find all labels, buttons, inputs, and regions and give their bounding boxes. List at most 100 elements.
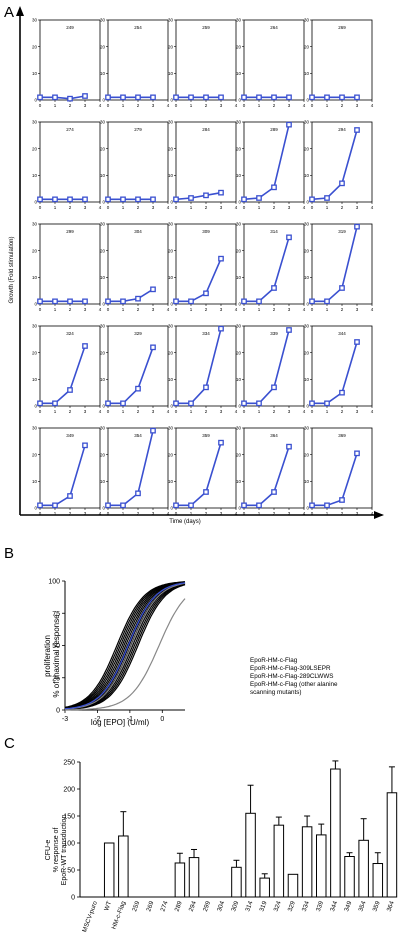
x-tick-label: 334: [301, 900, 311, 913]
y-tick-label: 10: [32, 71, 38, 76]
curve-289CLWWS: [64, 582, 186, 710]
y-tick-label: 10: [236, 377, 242, 382]
x-tick-label: 1: [326, 511, 329, 516]
series-line: [312, 341, 358, 405]
data-point: [339, 389, 345, 396]
data-point: [173, 298, 179, 305]
y-tick-label: 30: [100, 18, 106, 23]
y-tick-label: 10: [168, 275, 174, 280]
subplot-frame: [311, 223, 373, 305]
x-tick-label: 2: [341, 409, 344, 414]
y-tick-label: 20: [168, 44, 174, 49]
data-point: [203, 192, 209, 199]
x-tick-label: 0: [175, 205, 178, 210]
x-tick-label: 2: [137, 307, 140, 312]
y-tick-label: 30: [32, 18, 38, 23]
y-tick-label: 0: [34, 506, 37, 511]
y-tick-label: 20: [32, 350, 38, 355]
subplot-frame: [243, 223, 305, 305]
x-tick-label: 4: [99, 205, 102, 210]
y-tick-label: 0: [102, 506, 105, 511]
x-tick-label: 0: [107, 511, 110, 516]
bar-344: [330, 768, 341, 898]
x-tick-label: 2: [341, 511, 344, 516]
data-point: [241, 400, 247, 407]
x-tick-label: 1: [258, 511, 261, 516]
curve-309LSEPR: [65, 598, 186, 711]
data-point: [271, 94, 277, 101]
data-point: [188, 195, 194, 201]
data-point: [82, 298, 88, 305]
x-tick-label: 0: [311, 511, 314, 516]
y-tick-label: 10: [168, 173, 174, 178]
x-tick-label: 3: [84, 307, 87, 312]
data-point: [218, 94, 224, 101]
y-tick-label: 10: [168, 71, 174, 76]
x-tick-label: 2: [69, 205, 72, 210]
curve-other-mutant: [64, 581, 186, 709]
data-point: [188, 400, 194, 407]
x-tick-label: 3: [288, 511, 291, 516]
y-tick-label: 100: [63, 841, 75, 848]
subplot-334: 0 10 20 30 0 1 2 3 4 334: [168, 324, 238, 414]
subplot-264: 0 10 20 30 0 1 2 3 4 264: [236, 18, 306, 108]
subplot-354: 0 10 20 30 0 1 2 3 4 354: [100, 426, 170, 516]
panel-c-y-axis-label-line1: CFU-e: [45, 840, 52, 861]
data-point: [256, 502, 262, 509]
curve-epor-hm-c-flag: [64, 582, 186, 710]
x-tick-label: 1: [326, 307, 329, 312]
x-tick-label: 1: [326, 205, 329, 210]
y-tick-label: 30: [304, 324, 310, 329]
y-tick-label: 250: [63, 760, 75, 767]
subplot-309: 0 10 20 30 0 1 2 3 4 309: [168, 222, 238, 312]
x-tick-label: 2: [273, 205, 276, 210]
x-tick-label: 2: [273, 307, 276, 312]
subplot-324: 0 10 20 30 0 1 2 3 4 324: [32, 324, 102, 414]
y-tick-label: 30: [168, 120, 174, 125]
subplot-label: 259: [202, 25, 210, 30]
x-tick-label: 2: [137, 205, 140, 210]
x-tick-label: 3: [220, 409, 223, 414]
data-point: [120, 298, 126, 305]
x-tick-label: 1: [122, 307, 125, 312]
subplot-label: 249: [66, 25, 74, 30]
series-line: [175, 191, 222, 201]
subplot-359: 0 10 20 30 0 1 2 3 4 359: [168, 426, 238, 516]
x-tick-label: 0: [311, 409, 314, 414]
x-tick-label: 3: [220, 511, 223, 516]
y-tick-label: 0: [238, 98, 241, 103]
panel-a-y-axis-label: Growth (Fold stimulation): [9, 236, 15, 303]
x-tick-label: 0: [107, 307, 110, 312]
y-tick-label: 30: [236, 18, 242, 23]
subplot-label: 309: [202, 229, 210, 234]
data-point: [173, 400, 179, 407]
subplot-label: 284: [202, 127, 210, 132]
subplot-label: 354: [134, 433, 142, 438]
data-point: [120, 400, 126, 407]
x-tick-label: 299: [202, 900, 212, 913]
series-line: [244, 237, 290, 303]
series-line: [40, 95, 86, 100]
x-tick-label: 0: [175, 409, 178, 414]
x-tick-label: 1: [326, 409, 329, 414]
data-point: [271, 184, 277, 191]
x-tick-label: 0: [243, 409, 246, 414]
x-tick-label: 3: [152, 307, 155, 312]
y-tick-label: 20: [168, 452, 174, 457]
data-point: [67, 196, 73, 203]
subplot-label: 364: [270, 433, 278, 438]
x-tick-label: 0: [175, 103, 178, 108]
y-tick-label: 30: [304, 120, 310, 125]
y-tick-label: 0: [238, 404, 241, 409]
x-tick-label: 0: [243, 205, 246, 210]
x-tick-label: 3: [220, 205, 223, 210]
data-point: [324, 195, 330, 201]
x-tick-label: 1: [190, 205, 193, 210]
series-line: [40, 445, 86, 507]
subplot-label: 314: [270, 229, 278, 234]
data-point: [52, 196, 58, 203]
data-point: [256, 195, 262, 201]
x-tick-label: 2: [341, 205, 344, 210]
subplot-frame: [175, 121, 237, 203]
data-point: [67, 95, 73, 102]
